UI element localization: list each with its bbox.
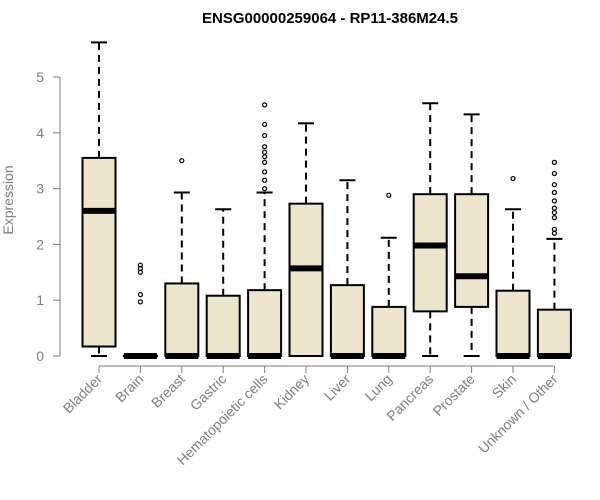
- box-skin: [495, 175, 531, 359]
- box-rect: [454, 193, 490, 308]
- x-tick-label: Bladder: [60, 371, 106, 417]
- x-tick-label: Prostate: [430, 371, 478, 419]
- x-tick-label: Breast: [148, 371, 188, 411]
- outlier-point: [262, 132, 268, 139]
- outlier-point: [137, 292, 143, 298]
- y-axis: 0 1 2 3 4 5: [36, 69, 61, 364]
- box-breast: [164, 158, 200, 359]
- box-rect: [536, 308, 572, 358]
- outlier-point: [179, 158, 185, 164]
- outlier-point: [262, 144, 268, 150]
- outlier-point: [386, 192, 392, 198]
- outlier-point: [551, 226, 558, 232]
- box-rect: [164, 282, 200, 357]
- outlier-point: [262, 177, 268, 183]
- outlier-point: [551, 189, 558, 196]
- outlier-point: [262, 186, 268, 192]
- outlier-point: [137, 262, 143, 268]
- outlier-point: [551, 182, 558, 188]
- outlier-point: [262, 149, 268, 155]
- box-rect: [247, 289, 283, 358]
- chart-title: ENSG00000259064 - RP11-386M24.5: [202, 10, 458, 27]
- outlier-point: [551, 198, 558, 204]
- y-axis-label: Expression: [0, 165, 16, 234]
- outlier-point: [551, 159, 558, 165]
- y-tick-label: 4: [36, 125, 44, 141]
- x-tick-label: Unknown / Other: [475, 371, 561, 457]
- y-tick-label: 2: [36, 236, 44, 252]
- x-tick-label: Brain: [112, 371, 146, 405]
- x-tick-label: Liver: [321, 371, 354, 404]
- box-hematopoietic-cells: [247, 102, 283, 359]
- outlier-point: [137, 299, 143, 305]
- outlier-point: [137, 265, 143, 271]
- box-rect: [81, 156, 117, 348]
- box-prostate: [454, 113, 490, 357]
- outlier-point: [551, 209, 558, 216]
- outlier-point: [262, 159, 268, 165]
- outlier-point: [551, 205, 558, 211]
- outlier-point: [510, 175, 516, 182]
- plot-area: [81, 41, 572, 359]
- box-rect: [412, 193, 448, 313]
- outlier-point: [551, 170, 558, 177]
- box-rect: [329, 284, 365, 357]
- x-tick-label: Skin: [489, 371, 520, 402]
- box-rect: [288, 202, 324, 357]
- box-rect: [205, 294, 241, 357]
- box-pancreas: [412, 102, 448, 357]
- outlier-point: [551, 215, 558, 221]
- y-tick-label: 5: [36, 69, 44, 85]
- box-brain: [122, 262, 158, 359]
- box-bladder: [81, 41, 117, 357]
- outlier-point: [262, 154, 268, 160]
- x-tick-label: Lung: [362, 371, 395, 404]
- y-tick-label: 0: [36, 348, 44, 364]
- box-lung: [371, 192, 407, 359]
- y-tick-label: 3: [36, 181, 44, 197]
- box-liver: [329, 179, 365, 359]
- x-tick-label: Kidney: [271, 371, 313, 413]
- box-kidney: [288, 122, 324, 357]
- box-unknown-other: [536, 159, 572, 359]
- outlier-point: [262, 121, 268, 128]
- outlier-point: [262, 169, 268, 175]
- box-rect: [495, 289, 531, 357]
- outlier-point: [262, 102, 268, 108]
- box-gastric: [205, 208, 241, 359]
- box-rect: [371, 305, 407, 357]
- y-tick-label: 1: [36, 292, 44, 308]
